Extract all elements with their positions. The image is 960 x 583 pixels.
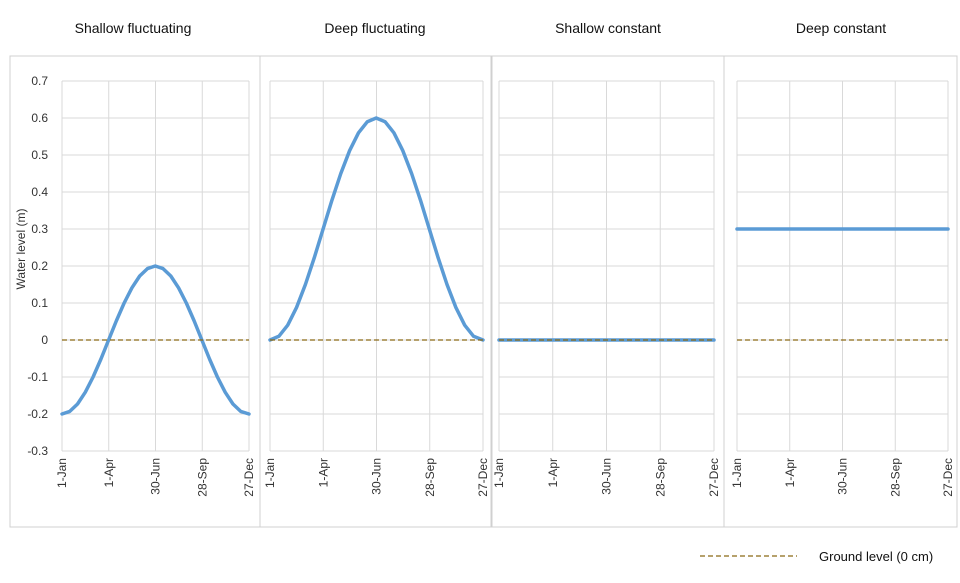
y-axis-label: Water level (m) [14,209,28,290]
y-tick-label: 0.5 [31,148,48,162]
y-tick-label: 0.7 [31,74,48,88]
series-line [268,116,485,342]
x-tick-label: 28-Sep [195,458,209,497]
panel-titles: Shallow fluctuating Deep fluctuating Shall… [75,20,887,36]
x-tick-label: 28-Sep [423,458,437,497]
chart-panel-2: 1-Jan 1-Apr 30-Jun 28-Sep 27-Dec [263,80,490,497]
y-tick-label: 0 [41,333,48,347]
x-tick-label: 1-Jan [263,458,277,488]
x-tick-label: 27-Dec [242,458,256,497]
x-tick-label: 30-Jun [370,458,384,495]
legend: Ground level (0 cm) [700,549,933,564]
panel-title: Deep fluctuating [324,20,425,36]
panel-title: Shallow constant [555,20,661,36]
chart-panel-3: 1-Jan 1-Apr 30-Jun 28-Sep 27-Dec [492,80,721,497]
x-tick-label: 1-Jan [55,458,69,488]
chart-frame-3 [491,55,725,528]
x-tick-label: 1-Apr [783,458,797,487]
x-tick-label: 1-Apr [546,458,560,487]
chart-panel-1: 1-Jan 1-Apr 30-Jun 28-Sep 27-Dec 0.7 0.6 0.5 0.4… [14,74,256,497]
panel-title: Shallow fluctuating [75,20,192,36]
x-tick-label: 30-Jun [600,458,614,495]
series-line [60,264,251,416]
x-tick-label: 30-Jun [836,458,850,495]
chart-panel-4: 1-Jan 1-Apr 30-Jun 28-Sep 27-Dec [730,80,955,497]
y-tick-label: 0.2 [31,259,48,273]
x-tick-label: 1-Apr [102,458,116,487]
y-tick-label: -0.1 [27,370,48,384]
x-tick-label: 1-Jan [492,458,506,488]
y-tick-label: 0.3 [31,222,48,236]
chart-panels: 1-Jan 1-Apr 30-Jun 28-Sep 27-Dec 0.7 0.6 0.5 0.4… [14,74,955,497]
x-tick-label: 27-Dec [707,458,721,497]
x-tick-label: 27-Dec [476,458,490,497]
x-tick-label: 27-Dec [941,458,955,497]
x-tick-label: 28-Sep [888,458,902,497]
y-tick-label: 0.1 [31,296,48,310]
legend-label-ground-level: Ground level (0 cm) [819,549,933,564]
panel-title: Deep constant [796,20,886,36]
x-tick-label: 1-Jan [730,458,744,488]
chart-frame-2 [259,55,492,528]
chart-frames [9,55,958,528]
x-tick-label: 1-Apr [316,458,330,487]
y-tick-label: -0.3 [27,444,48,458]
y-tick-label: -0.2 [27,407,48,421]
y-tick-label: 0.4 [31,185,48,199]
chart-frame-4 [723,55,958,528]
x-tick-label: 28-Sep [653,458,667,497]
y-tick-label: 0.6 [31,111,48,125]
x-tick-label: 30-Jun [149,458,163,495]
